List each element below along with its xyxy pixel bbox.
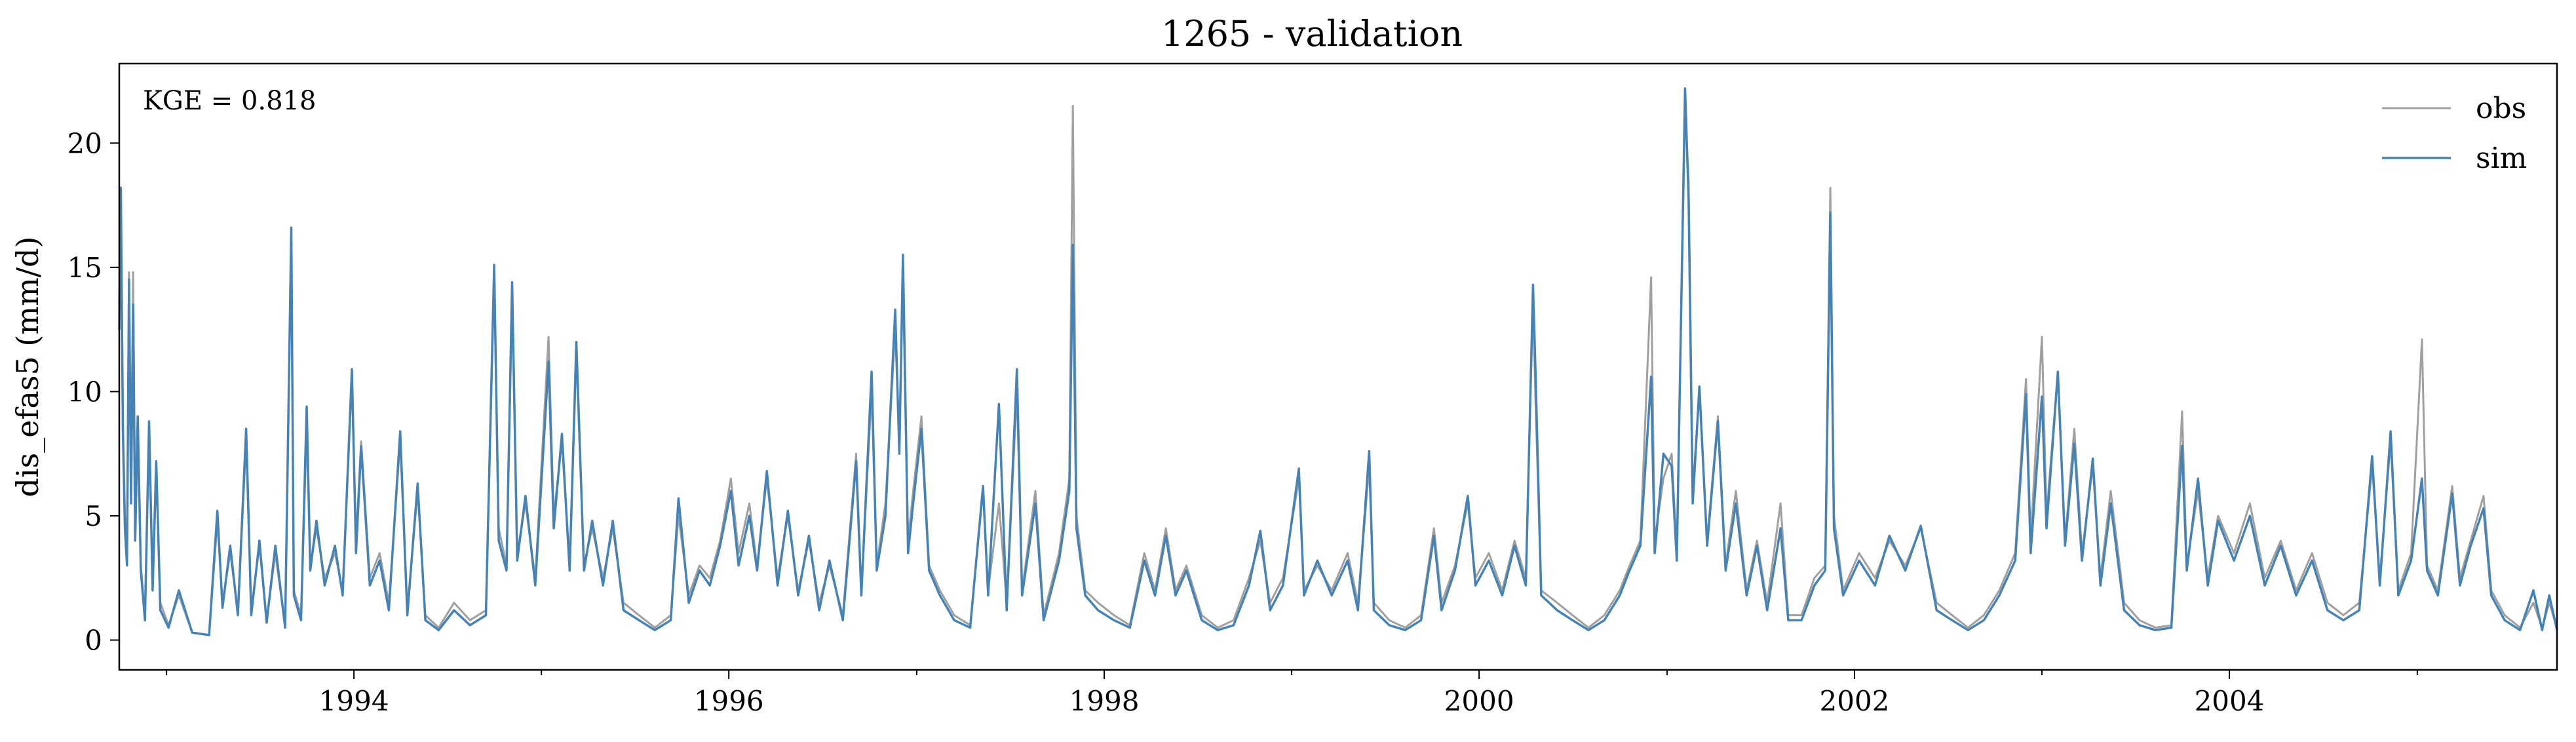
plot-frame — [118, 62, 2558, 671]
x-tick-label: 2000 — [1444, 685, 1514, 717]
y-tick-label: 15 — [67, 252, 102, 284]
series-line-sim — [118, 87, 2558, 636]
chart-title: 1265 - validation — [1161, 13, 1463, 54]
x-tick-label: 2004 — [2195, 685, 2265, 717]
x-tick-label: 1996 — [694, 685, 764, 717]
kge-annotation: KGE = 0.818 — [143, 86, 317, 116]
x-tick-label: 1998 — [1069, 685, 1140, 717]
series-line-obs — [118, 104, 2558, 636]
y-tick-label: 20 — [67, 127, 102, 159]
legend-label-obs: obs — [2476, 92, 2526, 125]
y-tick-label: 5 — [85, 500, 102, 532]
legend: obs sim — [2382, 92, 2527, 175]
series-layer — [118, 87, 2558, 636]
y-axis-label: dis_efas5 (mm/d) — [10, 236, 45, 497]
x-tick-label: 1994 — [319, 685, 389, 717]
x-axis: 1994 1996 1998 2000 2002 2004 — [166, 670, 2418, 717]
y-tick-label: 0 — [85, 625, 102, 657]
legend-label-sim: sim — [2476, 142, 2527, 175]
y-axis: 0 5 10 15 20 — [67, 127, 119, 657]
y-tick-label: 10 — [67, 376, 102, 408]
x-tick-label: 2002 — [1820, 685, 1890, 717]
